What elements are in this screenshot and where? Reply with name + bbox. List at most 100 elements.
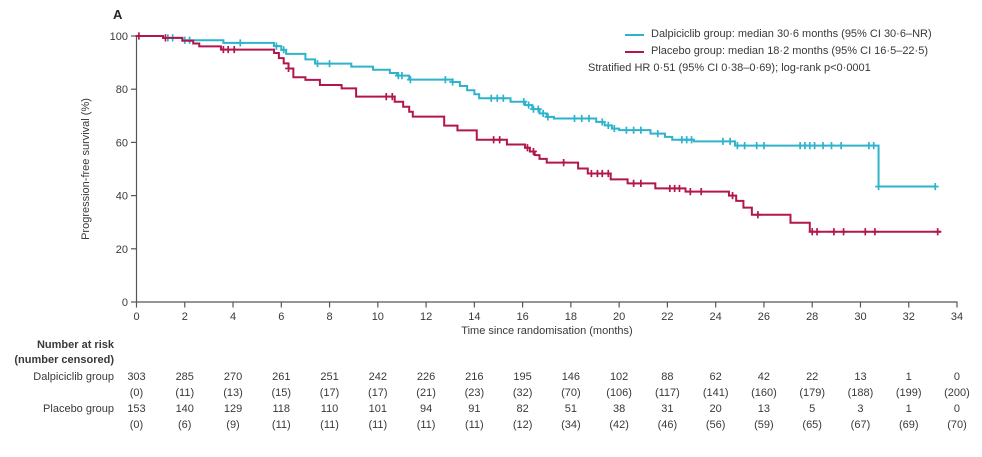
censor-mark <box>449 78 457 86</box>
risk-cell: (12) <box>512 419 533 431</box>
censor-mark <box>490 136 498 144</box>
risk-cell: 82 <box>516 403 529 415</box>
risk-cell: (117) <box>654 387 680 399</box>
hr-annotation: Stratified HR 0·51 (95% CI 0·38–0·69); l… <box>588 62 871 74</box>
censor-mark <box>525 101 533 109</box>
censor-mark <box>441 76 449 84</box>
risk-row-label-dalpiciclib: Dalpiciclib group <box>33 371 114 383</box>
risk-cell: (141) <box>702 387 729 399</box>
censor-mark <box>637 126 645 134</box>
risk-cell: (199) <box>895 387 922 399</box>
x-tick-label: 10 <box>372 311 384 323</box>
risk-cell: 140 <box>175 403 194 415</box>
km-curve-dalpiciclib-group <box>136 35 937 188</box>
risk-cell: (200) <box>944 387 970 399</box>
risk-cell: (46) <box>657 419 678 431</box>
x-tick-label: 8 <box>326 311 332 323</box>
risk-cell: 226 <box>416 371 436 383</box>
risk-row-label-placebo: Placebo group <box>43 403 114 415</box>
censor-mark <box>499 94 507 102</box>
x-tick-label: 30 <box>854 311 866 323</box>
censor-mark <box>598 118 606 126</box>
censor-mark <box>637 179 645 187</box>
censor-mark <box>530 147 537 156</box>
x-tick-label: 32 <box>903 311 915 323</box>
x-axis-label: Time since randomisation (months) <box>461 325 633 337</box>
risk-cell: 270 <box>223 371 243 383</box>
censor-mark <box>587 169 595 178</box>
x-tick-label: 16 <box>516 311 528 323</box>
legend-item-dalpiciclib: Dalpiciclib group: median 30·6 months (9… <box>625 26 932 43</box>
censor-mark <box>753 141 761 150</box>
censor-mark <box>398 72 406 80</box>
legend-label: Dalpiciclib group: median 30·6 months (9… <box>651 28 932 40</box>
risk-cell: (15) <box>271 387 292 399</box>
censor-mark <box>688 136 695 144</box>
x-tick-label: 6 <box>278 311 284 323</box>
x-tick-label: 34 <box>951 311 963 323</box>
censor-mark <box>382 93 390 101</box>
risk-cell: (42) <box>609 419 629 431</box>
censor-mark <box>406 76 414 84</box>
x-tick-label: 26 <box>758 311 770 323</box>
censor-mark <box>630 126 638 134</box>
risk-cell: 110 <box>320 403 339 415</box>
censor-mark <box>524 144 531 152</box>
risk-cell: 31 <box>661 403 674 415</box>
censor-mark <box>578 114 586 123</box>
risk-cell: (11) <box>320 419 339 431</box>
censor-mark <box>654 130 662 138</box>
censor-mark <box>534 105 542 113</box>
risk-cell: (11) <box>416 419 436 431</box>
censor-mark <box>875 182 882 191</box>
censor-mark <box>520 98 528 106</box>
censor-mark <box>719 137 727 145</box>
censor-mark <box>285 64 292 73</box>
risk-cell: 146 <box>561 371 581 383</box>
risk-cell: (11) <box>175 387 195 399</box>
km-curve-placebo-group <box>136 35 942 233</box>
censor-mark <box>496 136 504 144</box>
censor-marks-placebo-group <box>135 32 942 236</box>
censor-mark <box>604 169 612 178</box>
risk-cell: (11) <box>368 419 388 431</box>
x-tick-label: 22 <box>661 311 673 323</box>
censor-mark <box>610 124 618 133</box>
risk-cell: (13) <box>223 387 243 399</box>
x-tick-label: 0 <box>133 311 139 323</box>
censor-mark <box>931 182 939 191</box>
censor-mark <box>224 45 232 54</box>
risk-cell: (32) <box>512 387 533 399</box>
risk-cell: (11) <box>464 419 484 431</box>
censor-mark <box>676 184 683 193</box>
risk-cell: (160) <box>751 387 777 399</box>
risk-cell: 195 <box>513 371 532 383</box>
censor-mark <box>544 113 552 121</box>
censor-mark <box>560 159 568 167</box>
censor-mark <box>493 94 501 102</box>
risk-cell: (70) <box>947 419 967 431</box>
risk-cell: (9) <box>226 419 240 431</box>
risk-cell: (0) <box>129 419 144 431</box>
censor-mark <box>813 228 821 236</box>
censor-mark <box>326 60 333 68</box>
risk-cell: 285 <box>175 371 194 383</box>
censor-mark <box>230 45 238 54</box>
censor-mark <box>840 228 847 236</box>
risk-cell: 20 <box>709 403 722 415</box>
censor-mark <box>539 109 547 118</box>
censor-mark <box>630 179 638 187</box>
risk-cell: 1 <box>905 403 912 415</box>
y-tick-label: 20 <box>116 244 128 256</box>
censor-mark <box>697 188 705 196</box>
censor-mark <box>598 169 606 178</box>
risk-cell: (23) <box>464 387 485 399</box>
x-tick-label: 2 <box>182 311 188 323</box>
y-tick-label: 100 <box>110 31 128 43</box>
risk-cell: 101 <box>368 403 387 415</box>
risk-cell: (69) <box>898 419 919 431</box>
risk-cell: (56) <box>705 419 726 431</box>
risk-cell: 1 <box>905 371 912 383</box>
